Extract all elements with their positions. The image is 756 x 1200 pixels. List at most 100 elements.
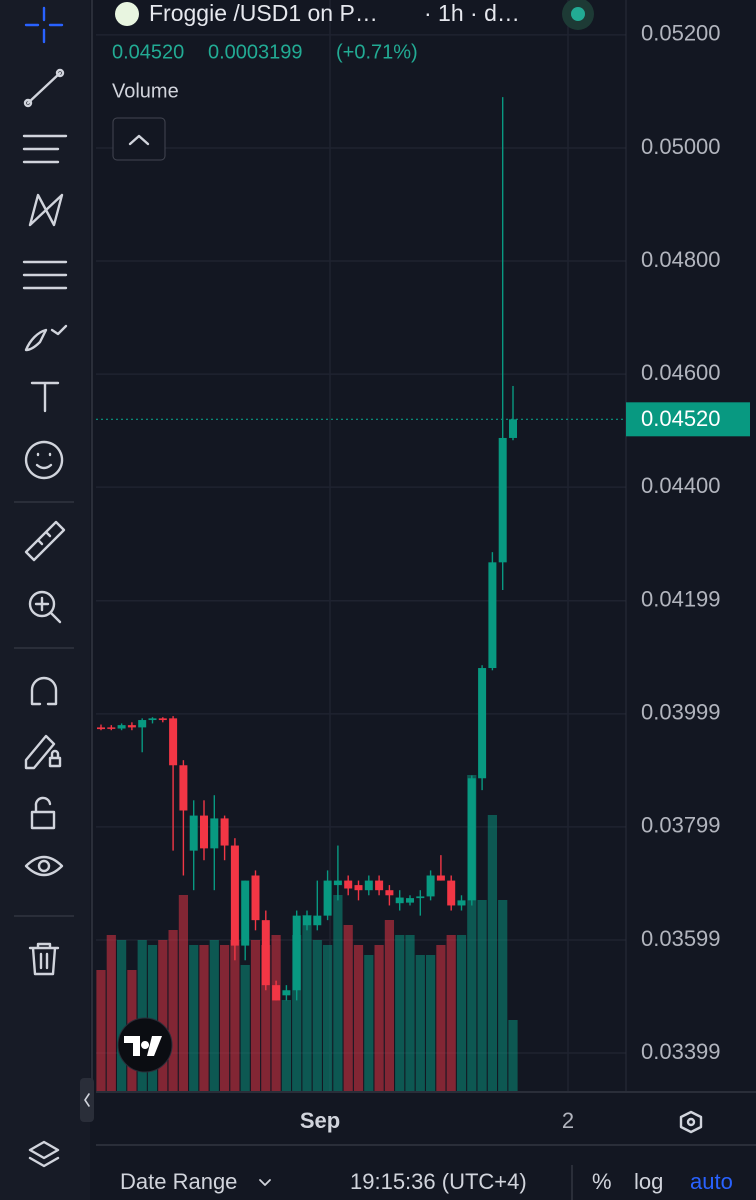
projection-tool[interactable] [22,260,68,290]
candle-body [478,668,487,779]
volume-bar [508,1020,518,1092]
candle-body [107,727,116,729]
volume-label: Volume [112,80,179,102]
lock-tool[interactable] [30,796,56,830]
candle-body [395,897,404,904]
lock-drawings-tool[interactable] [24,734,62,770]
candle-body [158,718,167,721]
layers-tool[interactable] [28,1140,60,1168]
auto-button[interactable]: auto [690,1169,733,1194]
volume-bar [261,945,271,1092]
date-range-arrow [259,1179,271,1186]
hide-tool[interactable] [24,855,64,877]
candle-body [251,875,260,921]
chart-pane [96,0,626,1092]
candle-body [117,725,126,729]
candle-body [210,818,219,849]
y-tick-label: 0.03999 [641,700,721,725]
volume-bar [353,945,364,1092]
collapse-legend[interactable] [112,117,166,161]
toolbar [0,0,90,1200]
candle-body [292,915,301,991]
candle-body [272,985,281,1001]
volume-bar [250,940,261,1092]
y-tick-label: 0.03399 [641,1039,721,1064]
y-tick-label: 0.04600 [641,360,721,385]
volume-bar [343,925,353,1092]
clock: 19:15:36 (UTC+4) [350,1169,527,1194]
percent-button[interactable]: % [592,1169,612,1194]
change-percent: (+0.71%) [336,41,418,63]
x-tick-label: 2 [562,1108,574,1133]
volume-bar [96,970,106,1092]
candle-body [406,898,414,903]
candle-body [467,778,476,901]
candle-body [375,880,384,891]
volume-bar [178,895,188,1092]
volume-bar [446,935,456,1092]
candle-body [457,900,466,906]
symbol-title[interactable]: Froggie /USD1 on P… [149,0,378,26]
volume-bar [384,920,394,1092]
volume-bar [405,935,415,1092]
brush-tool[interactable] [24,324,68,352]
volume-bar [323,945,333,1092]
candle-body [385,890,394,896]
volume-bar [168,930,178,1092]
status-dot [571,7,585,21]
y-tick-label: 0.05000 [641,134,721,159]
zoom-tool[interactable] [28,590,62,624]
date-range[interactable]: Date Range [120,1169,237,1194]
candle-body [323,880,332,916]
crosshair-tool[interactable] [24,6,64,44]
volume-bar [199,945,209,1092]
last-price-tag [626,402,750,437]
candle-body [97,727,105,730]
emoji-tool[interactable] [24,440,64,480]
tools[interactable] [14,6,94,1168]
candle-body [509,419,517,438]
fib-tool[interactable] [22,134,68,164]
tv-logo-mark [124,1036,162,1056]
candle-body [354,885,363,891]
volume-bar [271,935,281,1092]
trendline-tool[interactable] [23,68,65,108]
collapse-arrow [84,1093,90,1107]
volume-bar [477,900,487,1092]
volume-bar [158,940,168,1092]
volume-bar [230,940,240,1092]
candle-body [313,915,322,926]
volume-bar [240,965,250,1092]
text-tool[interactable] [30,381,60,413]
volume-bar [312,940,322,1092]
volume-bar [189,945,199,1092]
volume-bar [364,955,374,1092]
volume-bar [137,940,147,1092]
delete-tool[interactable] [28,942,60,976]
y-tick-label: 0.03799 [641,813,721,838]
interval[interactable]: · 1h · d… [424,0,520,26]
pattern-tool[interactable] [28,193,64,227]
ruler-tool[interactable] [24,520,66,562]
candle-body [303,915,311,926]
candle-body [241,880,250,946]
candle-body [344,880,353,889]
last-price-label: 0.04520 [641,406,721,431]
volume-bar [467,775,477,1092]
volume-bar [333,895,343,1092]
volume-bar [281,1000,291,1092]
candle-body [416,896,425,899]
candle-body [333,880,342,886]
volume-bar [374,945,384,1092]
log-button[interactable]: log [634,1169,663,1194]
settings-button[interactable] [679,1110,703,1134]
collapse-toolbar[interactable] [80,1078,94,1122]
volume-bar [498,900,508,1092]
candle-body [200,815,208,849]
volume-bar [220,945,230,1092]
magnet-tool[interactable] [30,676,58,706]
volume-bar [106,935,116,1092]
volume-bar [487,815,497,1092]
candle-body [261,920,270,986]
